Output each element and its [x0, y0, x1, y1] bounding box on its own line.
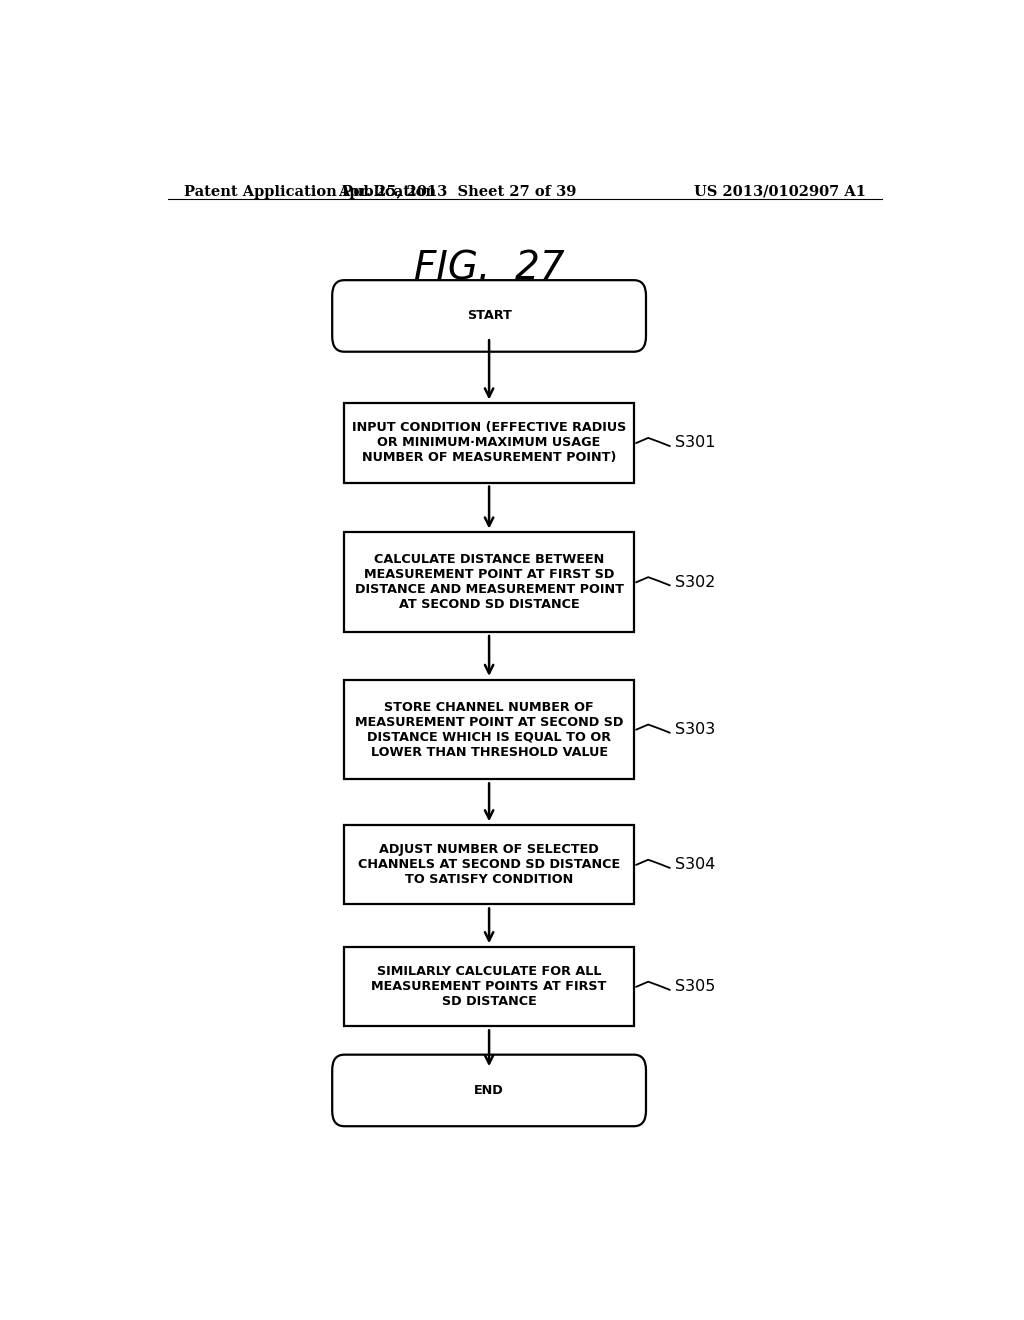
Text: END: END — [474, 1084, 504, 1097]
Text: Patent Application Publication: Patent Application Publication — [183, 185, 435, 199]
Text: S303: S303 — [675, 722, 716, 737]
Text: STORE CHANNEL NUMBER OF
MEASUREMENT POINT AT SECOND SD
DISTANCE WHICH IS EQUAL T: STORE CHANNEL NUMBER OF MEASUREMENT POIN… — [355, 701, 624, 759]
FancyBboxPatch shape — [344, 404, 634, 483]
Text: SIMILARLY CALCULATE FOR ALL
MEASUREMENT POINTS AT FIRST
SD DISTANCE: SIMILARLY CALCULATE FOR ALL MEASUREMENT … — [372, 965, 607, 1008]
FancyBboxPatch shape — [344, 680, 634, 779]
Text: S301: S301 — [675, 436, 716, 450]
Text: US 2013/0102907 A1: US 2013/0102907 A1 — [694, 185, 866, 199]
FancyBboxPatch shape — [344, 825, 634, 904]
Text: START: START — [467, 309, 512, 322]
Text: INPUT CONDITION (EFFECTIVE RADIUS
OR MINIMUM·MAXIMUM USAGE
NUMBER OF MEASUREMENT: INPUT CONDITION (EFFECTIVE RADIUS OR MIN… — [352, 421, 627, 465]
Text: ADJUST NUMBER OF SELECTED
CHANNELS AT SECOND SD DISTANCE
TO SATISFY CONDITION: ADJUST NUMBER OF SELECTED CHANNELS AT SE… — [358, 843, 621, 886]
Text: CALCULATE DISTANCE BETWEEN
MEASUREMENT POINT AT FIRST SD
DISTANCE AND MEASUREMEN: CALCULATE DISTANCE BETWEEN MEASUREMENT P… — [354, 553, 624, 611]
Text: S302: S302 — [675, 574, 716, 590]
Text: S304: S304 — [675, 857, 716, 873]
FancyBboxPatch shape — [344, 532, 634, 632]
Text: Apr. 25, 2013  Sheet 27 of 39: Apr. 25, 2013 Sheet 27 of 39 — [338, 185, 577, 199]
FancyBboxPatch shape — [332, 280, 646, 351]
FancyBboxPatch shape — [332, 1055, 646, 1126]
Text: FIG.  27: FIG. 27 — [414, 249, 564, 288]
Text: S305: S305 — [675, 979, 716, 994]
FancyBboxPatch shape — [344, 948, 634, 1027]
